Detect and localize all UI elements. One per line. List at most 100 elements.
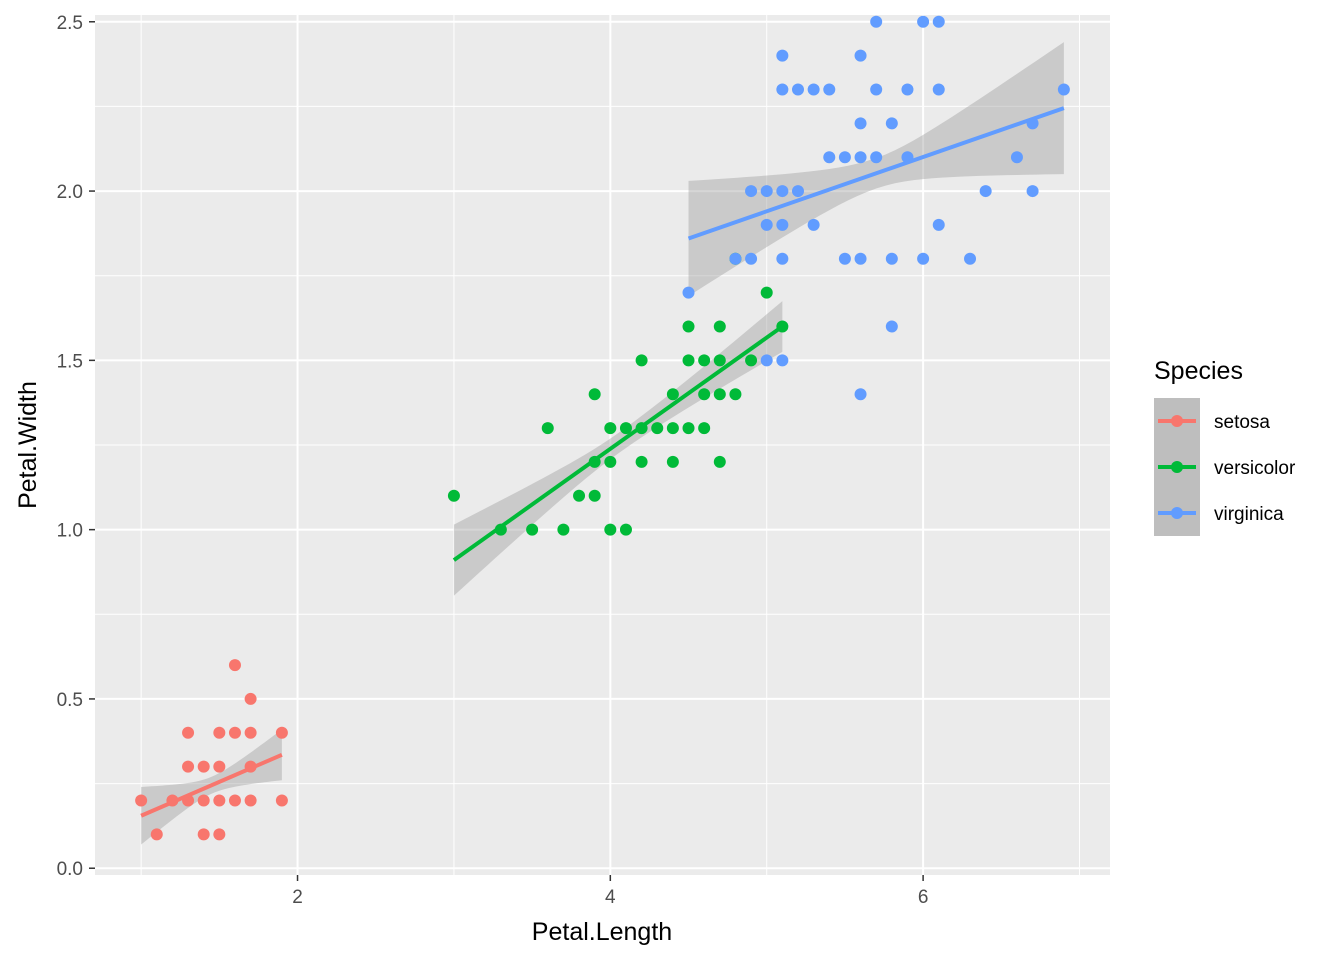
point-setosa [244, 726, 257, 739]
point-versicolor [713, 320, 726, 333]
y-axis-title: Petal.Width [14, 381, 42, 509]
point-versicolor [604, 523, 617, 536]
axes: 2 4 6 0.0 0.5 1.0 1.5 2.0 2.5 [57, 13, 929, 908]
point-virginica [760, 354, 773, 367]
point-versicolor [619, 422, 632, 435]
point-virginica [760, 218, 773, 231]
point-versicolor [635, 354, 648, 367]
point-virginica [854, 388, 867, 401]
y-tick-label: 2.5 [57, 13, 83, 34]
point-virginica [917, 15, 930, 28]
point-versicolor [713, 388, 726, 401]
y-tick-label: 2.0 [57, 182, 83, 203]
point-versicolor [666, 455, 679, 468]
y-tick-label: 1.5 [57, 351, 83, 372]
point-versicolor [526, 523, 539, 536]
point-virginica [854, 117, 867, 130]
y-tick-label: 0.5 [57, 690, 83, 711]
point-versicolor [698, 388, 711, 401]
point-virginica [870, 151, 883, 164]
point-setosa [135, 794, 148, 807]
point-setosa [182, 760, 195, 773]
y-tick-label: 0.0 [57, 859, 83, 880]
legend-label-virginica: virginica [1214, 504, 1284, 525]
point-setosa [213, 828, 226, 841]
legend-key-point-virginica [1171, 507, 1183, 519]
point-versicolor [729, 388, 742, 401]
legend-label-versicolor: versicolor [1214, 458, 1296, 479]
point-versicolor [698, 354, 711, 367]
point-virginica [870, 15, 883, 28]
point-setosa [213, 726, 226, 739]
point-setosa [150, 828, 163, 841]
point-versicolor [760, 286, 773, 299]
point-virginica [745, 185, 758, 198]
point-versicolor [745, 354, 758, 367]
point-virginica [776, 83, 789, 96]
point-virginica [791, 185, 804, 198]
point-versicolor [447, 489, 460, 502]
legend-items: setosa versicolor virginica [1154, 398, 1296, 536]
point-virginica [838, 151, 851, 164]
fit-line-virginica [687, 106, 1065, 241]
point-virginica [932, 218, 945, 231]
point-setosa [275, 726, 288, 739]
confidence-band-versicolor [453, 301, 783, 596]
point-virginica [979, 185, 992, 198]
point-versicolor [682, 354, 695, 367]
point-virginica [791, 83, 804, 96]
point-virginica [776, 252, 789, 265]
point-versicolor [698, 422, 711, 435]
point-virginica [854, 252, 867, 265]
point-setosa [244, 794, 257, 807]
data-points [135, 15, 1070, 841]
point-versicolor [713, 354, 726, 367]
point-versicolor [573, 489, 586, 502]
point-versicolor [666, 422, 679, 435]
point-versicolor [604, 455, 617, 468]
point-setosa [197, 828, 210, 841]
point-versicolor [635, 455, 648, 468]
point-virginica [776, 49, 789, 62]
legend-key-point-setosa [1171, 415, 1183, 427]
x-axis-title: Petal.Length [532, 918, 672, 946]
point-virginica [823, 83, 836, 96]
point-versicolor [666, 388, 679, 401]
point-virginica [838, 252, 851, 265]
point-setosa [244, 692, 257, 705]
point-virginica [1010, 151, 1023, 164]
point-virginica [917, 252, 930, 265]
point-versicolor [541, 422, 554, 435]
point-setosa [228, 659, 241, 672]
point-virginica [932, 15, 945, 28]
point-setosa [197, 760, 210, 773]
fit-line-setosa [140, 752, 283, 818]
legend-key-point-versicolor [1171, 461, 1183, 473]
confidence-band-virginica [688, 42, 1064, 297]
y-tick-label: 1.0 [57, 521, 83, 542]
grid-major [95, 15, 1110, 875]
point-versicolor [588, 388, 601, 401]
point-virginica [1026, 185, 1039, 198]
legend: Species setosa versicolor virginica [1154, 357, 1296, 536]
x-tick-label: 2 [292, 887, 303, 908]
point-versicolor [604, 422, 617, 435]
point-virginica [729, 252, 742, 265]
point-virginica [854, 151, 867, 164]
fit-line-versicolor [452, 324, 784, 562]
point-versicolor [619, 523, 632, 536]
point-virginica [776, 218, 789, 231]
fit-lines [140, 106, 1065, 818]
point-virginica [870, 83, 883, 96]
x-tick-label: 6 [918, 887, 929, 908]
point-virginica [823, 151, 836, 164]
point-virginica [682, 286, 695, 299]
point-setosa [213, 760, 226, 773]
point-virginica [885, 252, 898, 265]
point-setosa [228, 794, 241, 807]
point-virginica [745, 252, 758, 265]
point-versicolor [713, 455, 726, 468]
point-versicolor [557, 523, 570, 536]
point-virginica [885, 320, 898, 333]
